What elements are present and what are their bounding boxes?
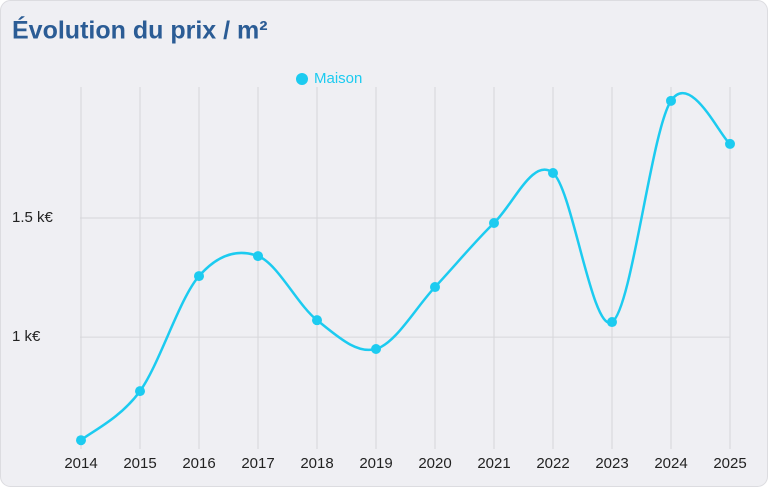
x-tick-label: 2014 bbox=[64, 455, 97, 472]
point bbox=[548, 167, 558, 178]
x-tick-label: 2016 bbox=[182, 455, 215, 472]
point bbox=[312, 315, 322, 326]
legend-marker bbox=[296, 73, 308, 85]
x-tick-label: 2021 bbox=[477, 455, 510, 472]
point bbox=[666, 95, 676, 106]
x-tick-label: 2017 bbox=[241, 455, 274, 472]
x-tick-label: 2018 bbox=[300, 455, 333, 472]
point bbox=[135, 386, 145, 397]
point bbox=[489, 217, 499, 228]
point bbox=[607, 317, 617, 328]
x-tick-label: 2022 bbox=[536, 455, 569, 472]
legend-label: Maison bbox=[314, 70, 362, 87]
point bbox=[76, 435, 86, 446]
point bbox=[430, 282, 440, 293]
x-tick-label: 2015 bbox=[123, 455, 156, 472]
x-tick-label: 2025 bbox=[713, 455, 746, 472]
chart-title: Évolution du prix / m² bbox=[12, 16, 268, 45]
point bbox=[725, 138, 735, 149]
x-tick-label: 2020 bbox=[418, 455, 451, 472]
x-tick-label: 2024 bbox=[654, 455, 687, 472]
point bbox=[194, 271, 204, 282]
x-tick-label: 2019 bbox=[359, 455, 392, 472]
point bbox=[253, 251, 263, 262]
y-tick-label: 1 k€ bbox=[12, 328, 41, 345]
point bbox=[371, 343, 381, 354]
y-tick-label: 1.5 k€ bbox=[12, 209, 54, 226]
x-tick-label: 2023 bbox=[595, 455, 628, 472]
legend-item: Maison bbox=[296, 70, 362, 87]
